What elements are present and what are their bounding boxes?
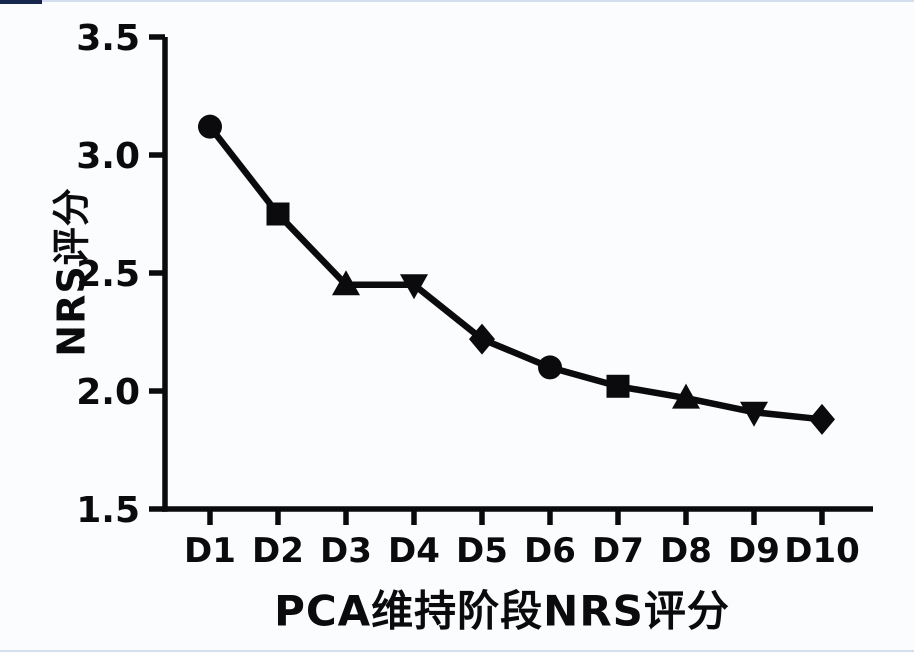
- marker-triangle-down-D4: [400, 274, 428, 300]
- x-tick-label: D10: [784, 531, 860, 571]
- x-axis-title: PCA维持阶段NRS评分: [274, 586, 730, 636]
- marker-triangle-down-D9: [740, 401, 768, 427]
- x-tick-label: D9: [728, 531, 780, 571]
- y-tick-label: 3.0: [76, 136, 140, 177]
- x-tick-label: D3: [320, 531, 372, 571]
- marker-circle-D1: [198, 114, 222, 139]
- x-tick-label: D1: [184, 531, 236, 571]
- marker-square-D2: [266, 202, 290, 226]
- marker-circle-D6: [538, 355, 562, 380]
- x-tick-label: D4: [388, 531, 440, 571]
- marker-triangle-up-D8: [672, 383, 700, 409]
- y-tick-label: 3.5: [76, 18, 140, 59]
- y-tick-label: 2.5: [76, 254, 140, 295]
- y-tick-label: 1.5: [76, 490, 140, 531]
- y-axis-title: NRS评分: [49, 187, 94, 357]
- top-border-accent: [0, 0, 42, 4]
- x-tick-label: D2: [252, 531, 304, 571]
- y-tick-label: 2.0: [76, 372, 140, 413]
- x-tick-label: D6: [524, 531, 576, 571]
- x-tick-label: D8: [660, 531, 712, 571]
- x-tick-label: D5: [456, 531, 508, 571]
- x-tick-label: D7: [592, 531, 644, 571]
- bottom-hairline: [0, 650, 914, 652]
- marker-diamond-D10: [809, 403, 835, 435]
- marker-diamond-D5: [469, 323, 495, 355]
- series-line: [206, 123, 826, 423]
- top-hairline: [0, 0, 914, 2]
- marker-triangle-up-D3: [332, 270, 360, 296]
- marker-square-D7: [606, 374, 630, 398]
